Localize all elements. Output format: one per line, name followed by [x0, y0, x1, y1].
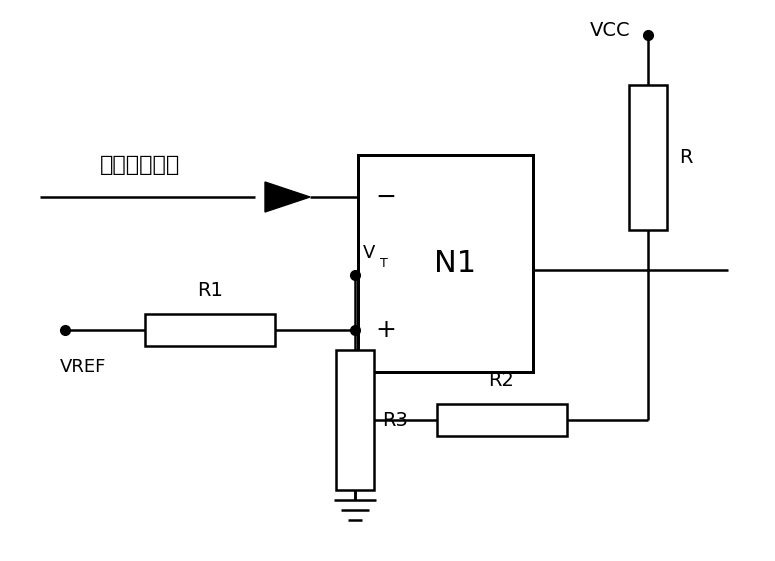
Text: V: V — [363, 244, 375, 262]
Bar — [336, 350, 374, 490]
Text: N1: N1 — [435, 249, 477, 278]
Text: R2: R2 — [488, 371, 515, 390]
Text: −: − — [376, 185, 397, 209]
Bar — [436, 404, 567, 436]
Bar — [145, 314, 275, 346]
Text: R3: R3 — [382, 411, 408, 430]
Bar — [629, 85, 667, 230]
Bar — [358, 155, 533, 372]
Text: R: R — [679, 148, 693, 167]
Text: 反馈电压信号: 反馈电压信号 — [100, 155, 181, 175]
Text: R1: R1 — [197, 281, 223, 300]
Text: VCC: VCC — [589, 21, 630, 39]
Text: T: T — [380, 257, 388, 270]
Text: +: + — [376, 318, 397, 342]
Text: VREF: VREF — [60, 358, 106, 376]
Polygon shape — [265, 182, 310, 212]
